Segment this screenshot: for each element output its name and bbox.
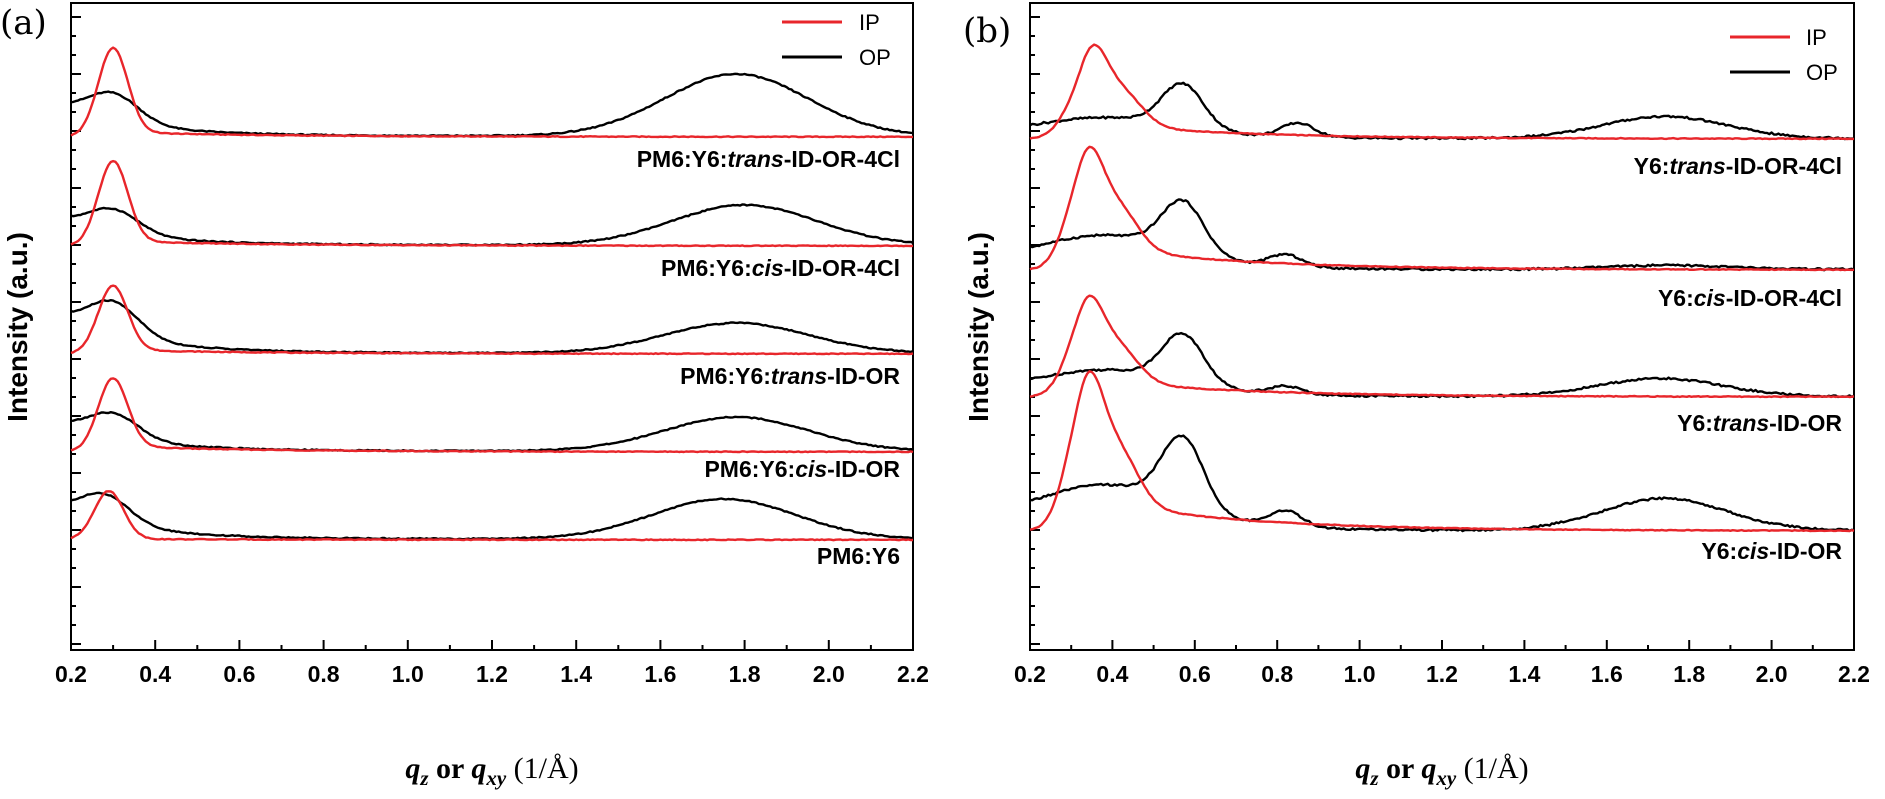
sample-label-isomer: trans	[1713, 410, 1769, 436]
x-tick-label: 0.8	[1261, 661, 1293, 687]
x-tick-label: 0.4	[139, 661, 171, 687]
sample-label: Y6:cis-ID-OR-4Cl	[1658, 285, 1842, 311]
sample-label-suffix: -ID-OR	[827, 456, 900, 482]
ip-curve	[70, 490, 914, 542]
x-tick-label: 1.4	[1508, 661, 1540, 687]
panel-b-curves	[1029, 43, 1855, 533]
sample-label-prefix: Y6:	[1634, 153, 1670, 179]
ip-curve	[70, 377, 914, 454]
op-curve	[70, 491, 914, 541]
panel-b-ticks: 0.2 0.4 0.6 0.8 1.0 1.2 1.4 1.6 1.8 2.0 2.2	[1014, 16, 1870, 687]
x-tick-label: 1.8	[729, 661, 761, 687]
panel-b-ylabel: Intensity (a.u.)	[963, 232, 994, 422]
sample-label-prefix: PM6:Y6:	[680, 363, 771, 389]
sample-label-prefix: PM6:Y6	[817, 543, 900, 569]
x-tick-label: 1.6	[644, 661, 676, 687]
panel-a-ylabel: Intensity (a.u.)	[2, 232, 33, 422]
legend-op-label: OP	[1806, 60, 1838, 85]
op-curve	[1029, 81, 1854, 141]
panel-a: (a) 0.2 0.4 0.6 0.8 1.0 1.2 1.4 1.6 1.8 2.0 2.2 PM…	[0, 2, 929, 790]
sample-label-isomer: cis	[1694, 285, 1726, 311]
op-curve	[70, 203, 914, 247]
ip-curve	[70, 159, 914, 248]
sample-label-prefix: PM6:Y6:	[704, 456, 795, 482]
sample-label-isomer: cis	[795, 456, 827, 482]
x-tick-label: 1.6	[1591, 661, 1623, 687]
x-tick-label: 0.8	[308, 661, 340, 687]
sample-label-suffix: -ID-OR-4Cl	[1726, 285, 1842, 311]
legend-op-label: OP	[859, 45, 891, 70]
sample-label: PM6:Y6:trans-ID-OR	[680, 363, 900, 389]
panel-a-ticks: 0.2 0.4 0.6 0.8 1.0 1.2 1.4 1.6 1.8 2.0 2.2	[55, 16, 929, 687]
x-tick-label: 1.0	[1344, 661, 1376, 687]
sample-label-prefix: PM6:Y6:	[637, 146, 728, 172]
x-tick-label: 0.6	[1179, 661, 1211, 687]
x-tick-label: 1.0	[392, 661, 424, 687]
x-tick-label: 0.4	[1096, 661, 1128, 687]
x-tick-label: 0.2	[1014, 661, 1046, 687]
sample-label: PM6:Y6	[817, 543, 900, 569]
sample-label-suffix: -ID-OR	[827, 363, 900, 389]
panel-a-legend: IP OP	[782, 10, 891, 70]
op-curve	[1029, 198, 1855, 272]
panel-b-legend: IP OP	[1730, 25, 1838, 85]
sample-label-prefix: Y6:	[1658, 285, 1694, 311]
x-tick-label: 1.4	[560, 661, 592, 687]
sample-label-suffix: -ID-OR-4Cl	[784, 146, 900, 172]
sample-label-suffix: -ID-OR-4Cl	[1726, 153, 1842, 179]
sample-label-prefix: PM6:Y6:	[661, 255, 752, 281]
ip-curve	[70, 46, 914, 139]
sample-label-isomer: cis	[1737, 538, 1769, 564]
sample-label: Y6:trans-ID-OR	[1677, 410, 1842, 436]
x-tick-label: 1.8	[1673, 661, 1705, 687]
x-tick-label: 2.2	[897, 661, 929, 687]
sample-label: Y6:trans-ID-OR-4Cl	[1634, 153, 1842, 179]
ip-curve	[1029, 43, 1854, 141]
sample-label: PM6:Y6:trans-ID-OR-4Cl	[637, 146, 900, 172]
ip-curve	[1029, 145, 1855, 272]
panel-a-frame	[70, 2, 914, 651]
ip-curve	[1029, 370, 1855, 533]
panel-a-sample-labels: PM6:Y6:trans-ID-OR-4ClPM6:Y6:cis-ID-OR-4…	[637, 146, 901, 569]
panel-b-label: (b)	[963, 11, 1011, 51]
sample-label-isomer: trans	[727, 146, 783, 172]
sample-label-isomer: trans	[771, 363, 827, 389]
sample-label: PM6:Y6:cis-ID-OR	[704, 456, 900, 482]
x-tick-label: 1.2	[1426, 661, 1458, 687]
panel-a-xlabel: qz or qxy (1/Å)	[405, 752, 578, 790]
op-curve	[70, 411, 914, 453]
sample-label: PM6:Y6:cis-ID-OR-4Cl	[661, 255, 900, 281]
panel-a-label: (a)	[0, 3, 47, 43]
sample-label-prefix: Y6:	[1701, 538, 1737, 564]
op-curve	[70, 72, 914, 138]
ip-curve	[1029, 294, 1855, 399]
panel-a-curves	[70, 46, 914, 542]
x-tick-label: 1.2	[476, 661, 508, 687]
op-curve	[1029, 331, 1855, 399]
sample-label-isomer: trans	[1669, 153, 1725, 179]
sample-label-suffix: -ID-OR-4Cl	[784, 255, 900, 281]
sample-label-isomer: cis	[752, 255, 784, 281]
x-tick-label: 2.0	[813, 661, 845, 687]
panel-b-xlabel: qz or qxy (1/Å)	[1355, 752, 1528, 790]
x-tick-label: 0.2	[55, 661, 87, 687]
legend-ip-label: IP	[859, 10, 880, 35]
sample-label-suffix: -ID-OR	[1769, 538, 1842, 564]
sample-label-prefix: Y6:	[1677, 410, 1713, 436]
sample-label: Y6:cis-ID-OR	[1701, 538, 1842, 564]
panel-b-sample-labels: Y6:trans-ID-OR-4ClY6:cis-ID-OR-4ClY6:tra…	[1634, 153, 1843, 564]
op-curve	[70, 299, 914, 355]
x-tick-label: 2.0	[1756, 661, 1788, 687]
ip-curve	[70, 284, 914, 356]
legend-ip-label: IP	[1806, 25, 1827, 50]
sample-label-suffix: -ID-OR	[1769, 410, 1842, 436]
op-curve	[1029, 434, 1855, 533]
panel-b: (b) 0.2 0.4 0.6 0.8 1.0 1.2 1.4 1.6 1.8 2.0 2.2 Y6…	[963, 2, 1870, 790]
x-tick-label: 0.6	[223, 661, 255, 687]
x-tick-label: 2.2	[1838, 661, 1870, 687]
